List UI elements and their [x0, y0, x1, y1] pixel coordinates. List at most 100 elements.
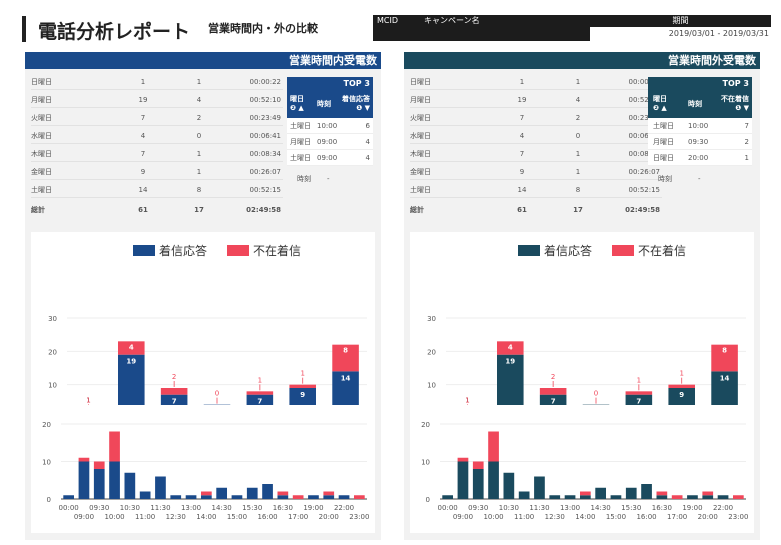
- top3-row: 日曜日 20:00 1: [648, 150, 752, 166]
- top3-col-time[interactable]: 時刻: [317, 100, 331, 108]
- sort-indicator-metric[interactable]: ❶ ▼: [356, 104, 370, 112]
- top3-time: 09:00: [317, 138, 338, 146]
- duration-cell: 00:08:34: [628, 150, 660, 158]
- missed-bar: [160, 388, 188, 395]
- duration-cell: 00:06:41: [628, 132, 660, 140]
- x-tick-label: 14:30: [212, 504, 232, 512]
- table-row: 火曜日 7 2 00:23:49: [31, 110, 283, 126]
- x-tick-label: 09:00: [74, 513, 94, 521]
- y-tick-label: 10: [48, 382, 57, 390]
- answered-cell: 7: [519, 150, 525, 158]
- top3-col-metric[interactable]: 不在着信: [721, 95, 749, 103]
- answered-bar: [109, 461, 120, 499]
- x-tick-label: 13:00: [560, 504, 580, 512]
- missed-cell: 1: [575, 168, 581, 176]
- table-row: 土曜日 14 8 00:52:15: [31, 182, 283, 198]
- total-missed: 17: [194, 206, 204, 214]
- answered-bar: [155, 476, 166, 499]
- time-filter-value[interactable]: -: [698, 175, 701, 183]
- total-label: 総計: [31, 206, 45, 214]
- legend-answered-label: 着信応答: [544, 244, 593, 258]
- top3-day: 土曜日: [290, 122, 311, 130]
- answered-bar: [472, 469, 484, 499]
- x-tick-label: 09:30: [89, 504, 109, 512]
- answered-cell: 7: [140, 150, 146, 158]
- missed-bar: [488, 431, 499, 462]
- missed-cell: 8: [575, 186, 581, 194]
- x-tick-label: 12:30: [545, 513, 565, 521]
- top3-col-day[interactable]: 曜日: [290, 95, 304, 103]
- answered-cell: 19: [517, 96, 527, 104]
- x-tick-label: 20:00: [319, 513, 339, 521]
- top3-col-metric[interactable]: 着信応答: [342, 95, 370, 103]
- total-answered: 61: [138, 206, 148, 214]
- y-tick-label: 30: [427, 315, 436, 323]
- answered-bar: [656, 495, 668, 499]
- x-tick-label: 16:00: [636, 513, 656, 521]
- legend-missed-swatch: [612, 245, 634, 256]
- panel-title: 営業時間内受電数: [25, 52, 381, 69]
- x-tick-label: 00:00: [59, 504, 79, 512]
- missed-data-label: 4: [508, 343, 513, 351]
- campaign-filter[interactable]: [373, 27, 590, 41]
- sort-indicator-day[interactable]: ❷ ▲: [290, 104, 304, 112]
- time-filter-label[interactable]: 時刻: [658, 175, 672, 183]
- answered-cell: 19: [138, 96, 148, 104]
- answered-cell: 9: [140, 168, 146, 176]
- y-tick-label: 20: [42, 421, 51, 429]
- campaign-label: キャンペーン名: [414, 15, 590, 27]
- time-filter-value[interactable]: -: [327, 175, 330, 183]
- missed-data-label: 1: [465, 396, 469, 404]
- top3-time: 20:00: [688, 154, 709, 162]
- answered-bar: [124, 472, 136, 499]
- top3-row: 月曜日 09:00 4: [287, 134, 373, 150]
- x-tick-label: 14:30: [591, 504, 611, 512]
- title-accent-bar: [22, 16, 26, 42]
- top3-day: 日曜日: [653, 154, 674, 162]
- y-tick-label: 20: [48, 348, 57, 356]
- time-bar-chart: 0 10 20 00:0009:0009:3010:0010:3011:0011:30…: [42, 421, 369, 521]
- top3-col-day[interactable]: 曜日: [653, 95, 667, 103]
- duration-cell: 00:26:07: [249, 168, 281, 176]
- missed-bar: [711, 344, 738, 372]
- sort-indicator-metric[interactable]: ❶ ▼: [735, 104, 749, 112]
- top3-value: 2: [744, 138, 749, 146]
- time-filter-label[interactable]: 時刻: [297, 175, 311, 183]
- period-value[interactable]: 2019/03/01 - 2019/03/31: [668, 29, 769, 38]
- table-row: 木曜日 7 1 00:08:34: [31, 146, 283, 162]
- missed-data-label: 1: [679, 370, 683, 378]
- answered-cell: 7: [140, 114, 146, 122]
- legend-missed-label: 不在着信: [638, 244, 687, 258]
- mcid-label: MCID: [373, 15, 414, 27]
- missed-data-label: 4: [129, 343, 134, 351]
- top3-title: TOP 3: [648, 77, 752, 91]
- missed-data-label: 0: [594, 390, 598, 398]
- missed-cell: 1: [575, 150, 581, 158]
- missed-cell: 8: [196, 186, 202, 194]
- x-tick-label: 16:30: [273, 504, 293, 512]
- answered-bar: [216, 487, 228, 499]
- top3-col-time[interactable]: 時刻: [688, 100, 702, 108]
- answered-bar: [595, 487, 607, 499]
- top3-day: 土曜日: [290, 154, 311, 162]
- top3-value: 1: [744, 154, 749, 162]
- top3-value: 4: [365, 138, 370, 146]
- top3-day: 月曜日: [290, 138, 311, 146]
- table-row: 日曜日 1 1 00:00:22: [31, 74, 283, 90]
- top3-day: 月曜日: [653, 138, 674, 146]
- table-row: 日曜日 1 1 00:00:22: [410, 74, 662, 90]
- missed-bar: [472, 461, 484, 469]
- sort-indicator-day[interactable]: ❷ ▲: [653, 104, 667, 112]
- answered-bar: [170, 495, 182, 499]
- x-tick-label: 15:00: [227, 513, 247, 521]
- top3-row: 土曜日 10:00 7: [648, 118, 752, 134]
- time-chart-card: 0 10 20 00:00 09:00 09:30 10:00 10:30 11:00 11:30…: [410, 405, 754, 533]
- x-tick-label: 23:00: [728, 513, 748, 521]
- top3-row: 月曜日 09:30 2: [648, 134, 752, 150]
- in-hours-panel: 営業時間内受電数 日曜日 1 1 00:00:22 月曜日 19 4 00:52:10 火曜…: [25, 52, 381, 540]
- answered-bar: [534, 476, 545, 499]
- table-row: 金曜日 9 1 00:26:07: [31, 164, 283, 180]
- answered-bar: [503, 472, 515, 499]
- x-tick-label: 10:00: [104, 513, 124, 521]
- duration-cell: 00:00:22: [249, 78, 281, 86]
